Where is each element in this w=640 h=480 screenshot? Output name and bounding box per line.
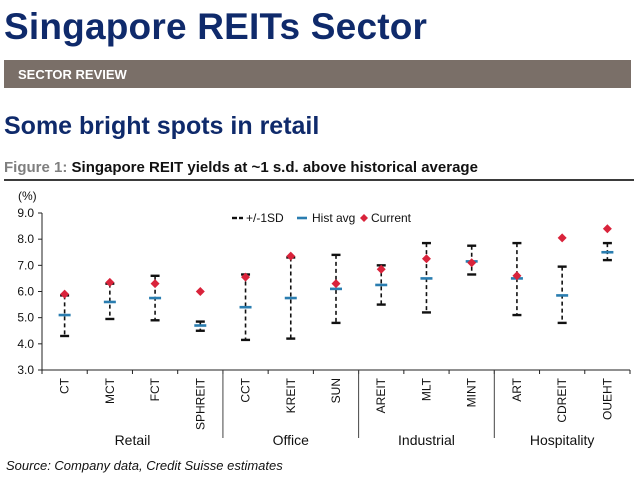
current-yield-point	[60, 289, 70, 299]
category-label: CCT	[239, 377, 253, 402]
group-label: Retail	[115, 432, 151, 448]
category-label: AREIT	[374, 377, 388, 413]
category-label: ART	[510, 377, 524, 401]
category-label: CT	[58, 377, 72, 394]
figure-caption: Figure 1: Singapore REIT yields at ~1 s.…	[4, 159, 478, 176]
legend-label: Hist avg	[312, 211, 355, 225]
category-label: MLT	[419, 377, 433, 401]
y-tick-label: 9.0	[17, 206, 34, 220]
category-label: CDREIT	[555, 377, 569, 422]
category-label: MCT	[103, 377, 117, 404]
y-tick-label: 8.0	[17, 232, 34, 246]
y-tick-label: 5.0	[17, 311, 34, 325]
group-label: Industrial	[398, 432, 455, 448]
figure-label: Figure 1:	[4, 159, 68, 176]
legend-label: Current	[371, 211, 412, 225]
current-yield-point	[602, 224, 612, 234]
legend-current-swatch	[360, 214, 368, 222]
category-label: SUN	[329, 378, 343, 403]
current-yield-point	[421, 254, 431, 264]
current-yield-point	[150, 279, 160, 289]
group-label: Hospitality	[530, 432, 595, 448]
figure-title: Singapore REIT yields at ~1 s.d. above h…	[71, 159, 478, 176]
current-yield-point	[467, 258, 477, 268]
category-label: FCT	[148, 377, 162, 401]
section-band: SECTOR REVIEW	[4, 60, 631, 88]
current-yield-point	[241, 272, 251, 282]
y-tick-label: 3.0	[17, 363, 34, 377]
current-yield-point	[195, 287, 205, 296]
y-tick-label: 6.0	[17, 285, 34, 299]
current-yield-point	[376, 264, 386, 274]
source-note: Source: Company data, Credit Suisse esti…	[6, 458, 283, 473]
current-yield-point	[286, 251, 296, 261]
current-yield-point	[105, 277, 115, 287]
category-label: SPHREIT	[193, 377, 207, 430]
category-label: OUEHT	[600, 377, 614, 420]
current-yield-point	[557, 233, 567, 243]
category-label: MINT	[465, 377, 479, 407]
page-subtitle: Some bright spots in retail	[4, 112, 320, 140]
legend-label: +/-1SD	[246, 211, 284, 225]
y-tick-label: 4.0	[17, 337, 34, 351]
current-yield-point	[512, 271, 522, 281]
y-tick-label: 7.0	[17, 258, 34, 272]
y-axis-label: (%)	[18, 189, 37, 203]
figure-divider	[4, 179, 634, 181]
current-yield-point	[331, 279, 341, 289]
category-label: KREIT	[284, 377, 298, 413]
page-title: Singapore REITs Sector	[4, 6, 428, 47]
group-label: Office	[273, 432, 310, 448]
section-label: SECTOR REVIEW	[18, 67, 127, 82]
